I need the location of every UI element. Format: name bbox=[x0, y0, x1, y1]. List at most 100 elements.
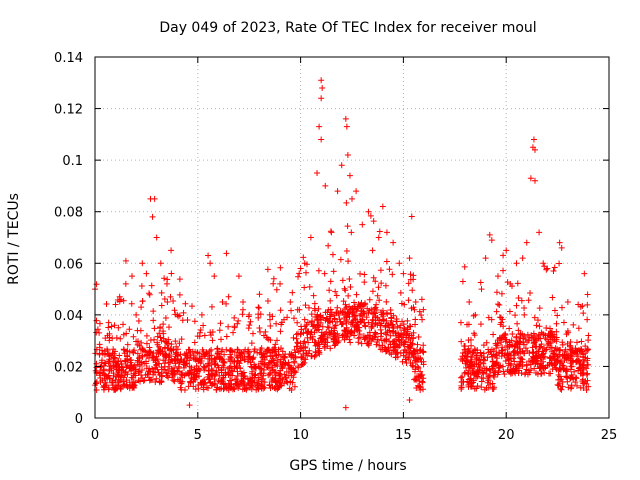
data-point bbox=[343, 199, 350, 206]
data-point bbox=[397, 324, 404, 331]
data-point bbox=[129, 348, 136, 355]
data-point bbox=[525, 358, 532, 365]
data-point bbox=[369, 334, 376, 341]
y-tick-label: 0.12 bbox=[54, 103, 83, 118]
data-point bbox=[560, 362, 567, 369]
data-point bbox=[318, 329, 325, 336]
data-point bbox=[344, 223, 351, 230]
data-point bbox=[373, 306, 380, 313]
data-point bbox=[504, 279, 511, 286]
data-point bbox=[340, 331, 347, 338]
data-point bbox=[388, 321, 395, 328]
data-point bbox=[261, 354, 268, 361]
data-point bbox=[515, 327, 522, 334]
data-point bbox=[365, 319, 372, 326]
data-point bbox=[477, 279, 484, 286]
data-point bbox=[408, 341, 415, 348]
data-point bbox=[116, 352, 123, 359]
y-axis-tick-labels: 0 0.02 0.04 0.06 0.08 0.1 0.12 0.14 bbox=[54, 51, 83, 427]
data-point bbox=[533, 322, 540, 329]
data-point bbox=[387, 332, 394, 339]
data-point bbox=[418, 296, 425, 303]
data-point bbox=[291, 383, 298, 390]
data-point bbox=[558, 376, 565, 383]
data-point bbox=[554, 357, 561, 364]
data-point bbox=[283, 378, 290, 385]
x-tick-label: 25 bbox=[601, 428, 618, 443]
data-point bbox=[420, 386, 427, 393]
data-point bbox=[564, 354, 571, 361]
data-point bbox=[166, 352, 173, 359]
data-point bbox=[201, 376, 208, 383]
data-point bbox=[285, 359, 292, 366]
data-point bbox=[272, 352, 279, 359]
data-point bbox=[152, 379, 159, 386]
data-point bbox=[408, 213, 415, 220]
data-point bbox=[331, 336, 338, 343]
data-point bbox=[315, 341, 322, 348]
axis-ticks bbox=[94, 56, 610, 419]
data-point bbox=[146, 344, 153, 351]
data-point bbox=[362, 334, 369, 341]
data-point bbox=[473, 354, 480, 361]
data-point bbox=[240, 298, 247, 305]
data-point bbox=[161, 275, 168, 282]
data-point bbox=[418, 372, 425, 379]
data-point bbox=[298, 323, 305, 330]
data-point bbox=[245, 325, 252, 332]
data-point bbox=[143, 365, 150, 372]
data-point bbox=[231, 349, 238, 356]
data-point bbox=[202, 363, 209, 370]
data-point bbox=[267, 323, 274, 330]
data-point bbox=[241, 375, 248, 382]
data-point bbox=[548, 357, 555, 364]
data-point bbox=[383, 229, 390, 236]
data-point bbox=[124, 355, 131, 362]
data-point bbox=[280, 316, 287, 323]
data-point bbox=[543, 266, 550, 273]
data-point bbox=[349, 195, 355, 202]
data-point bbox=[174, 376, 181, 383]
data-point bbox=[139, 345, 146, 352]
data-point bbox=[466, 298, 473, 305]
data-point bbox=[585, 337, 592, 344]
data-point bbox=[322, 309, 329, 316]
data-point bbox=[147, 348, 154, 355]
data-point bbox=[112, 355, 119, 362]
data-point bbox=[150, 317, 157, 324]
data-point bbox=[356, 312, 363, 319]
data-point bbox=[277, 328, 284, 335]
data-point bbox=[207, 260, 214, 267]
data-point bbox=[461, 263, 468, 270]
data-point bbox=[362, 301, 369, 308]
data-point bbox=[485, 314, 492, 321]
data-point bbox=[563, 365, 570, 372]
data-point bbox=[193, 372, 200, 379]
data-point bbox=[390, 347, 397, 354]
data-point bbox=[201, 353, 208, 360]
data-point bbox=[523, 361, 530, 368]
data-point bbox=[558, 386, 565, 393]
data-point bbox=[113, 366, 120, 373]
data-point bbox=[407, 271, 414, 278]
data-point bbox=[268, 378, 275, 385]
data-point bbox=[277, 280, 284, 287]
data-point bbox=[574, 348, 581, 355]
data-point bbox=[568, 363, 575, 370]
data-point bbox=[252, 371, 259, 378]
data-point bbox=[510, 367, 517, 374]
data-point bbox=[110, 346, 117, 353]
data-point bbox=[256, 325, 263, 332]
data-point bbox=[530, 349, 537, 356]
data-point bbox=[158, 302, 165, 309]
data-point bbox=[238, 379, 245, 386]
data-point bbox=[96, 320, 103, 327]
data-point bbox=[365, 340, 372, 347]
y-tick-label: 0.14 bbox=[54, 51, 83, 66]
data-point bbox=[105, 358, 112, 365]
data-point bbox=[467, 362, 474, 369]
data-point bbox=[464, 370, 471, 377]
data-point bbox=[498, 290, 505, 297]
data-point bbox=[529, 359, 536, 366]
data-point bbox=[242, 346, 249, 353]
